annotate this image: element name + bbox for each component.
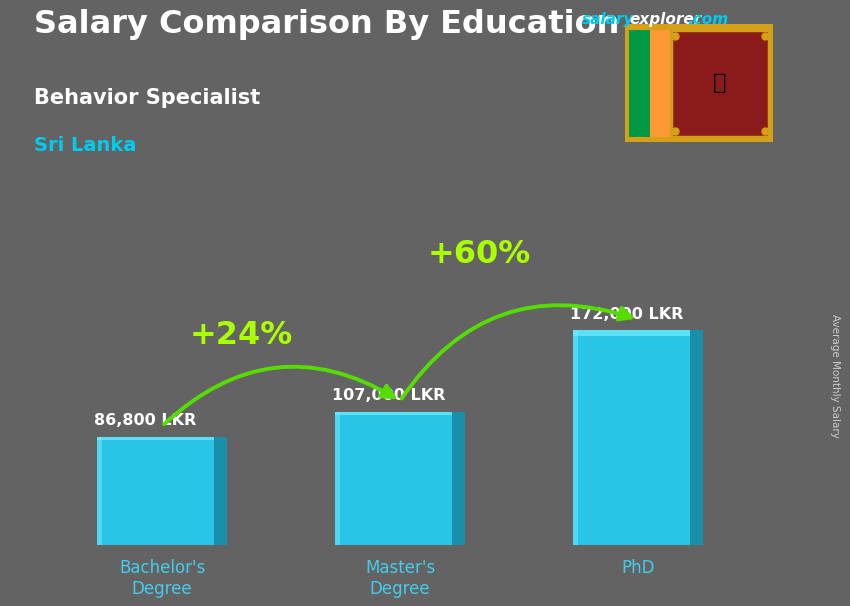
Bar bbox=[671, 30, 769, 136]
Text: Salary Comparison By Education: Salary Comparison By Education bbox=[34, 9, 620, 40]
Text: explorer: explorer bbox=[629, 12, 701, 27]
Text: salary: salary bbox=[582, 12, 635, 27]
Bar bbox=[335, 411, 452, 415]
Bar bbox=[573, 330, 690, 545]
Bar bbox=[690, 330, 703, 545]
Text: Behavior Specialist: Behavior Specialist bbox=[34, 88, 260, 108]
Bar bbox=[97, 437, 214, 439]
Text: Sri Lanka: Sri Lanka bbox=[34, 136, 136, 155]
Bar bbox=[452, 411, 465, 545]
Text: 172,000 LKR: 172,000 LKR bbox=[570, 307, 683, 322]
Bar bbox=[629, 30, 650, 136]
Bar bbox=[97, 437, 102, 545]
Text: +24%: +24% bbox=[190, 321, 293, 351]
Text: 107,000 LKR: 107,000 LKR bbox=[332, 388, 445, 403]
Bar bbox=[335, 411, 452, 545]
Bar bbox=[671, 30, 769, 136]
Text: 🦁: 🦁 bbox=[713, 73, 727, 93]
Bar bbox=[650, 30, 671, 136]
Bar bbox=[214, 437, 227, 545]
Text: 86,800 LKR: 86,800 LKR bbox=[94, 413, 196, 428]
Bar bbox=[97, 437, 214, 545]
Bar bbox=[573, 330, 690, 336]
Bar bbox=[335, 411, 340, 545]
Text: .com: .com bbox=[687, 12, 728, 27]
Text: +60%: +60% bbox=[428, 239, 531, 270]
Bar bbox=[573, 330, 578, 545]
Text: Average Monthly Salary: Average Monthly Salary bbox=[830, 314, 840, 438]
